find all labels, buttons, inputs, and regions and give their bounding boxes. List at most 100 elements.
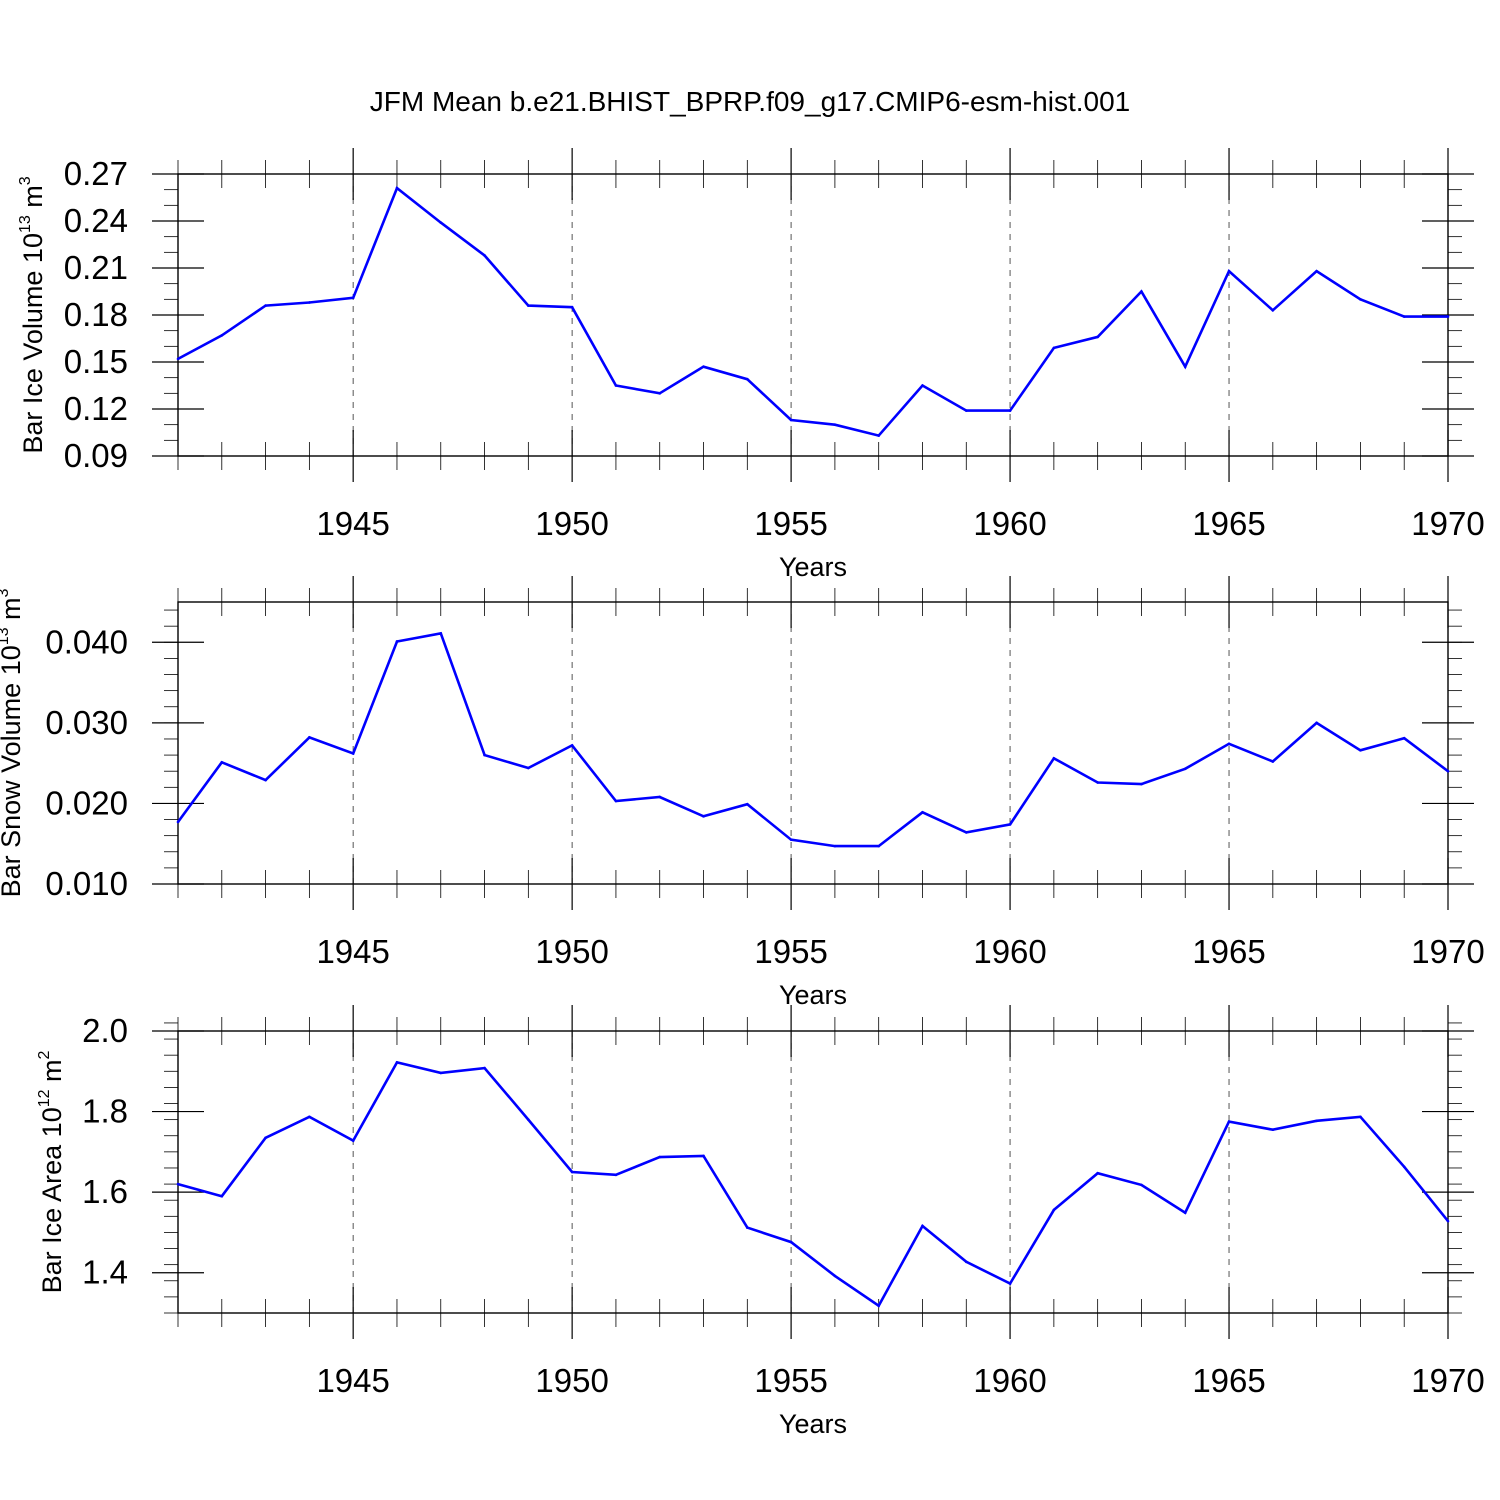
data-point <box>527 766 530 770</box>
data-point <box>789 838 793 841</box>
data-point <box>220 761 224 764</box>
data-point <box>1227 742 1231 746</box>
data-point <box>483 1066 486 1070</box>
y-axis-label-unit: m <box>37 1059 67 1089</box>
y-axis-label-unit-exponent: 3 <box>17 176 34 185</box>
data-point <box>789 418 793 422</box>
data-point <box>746 377 749 381</box>
y-axis-label-main: Bar Snow Volume 10 <box>0 645 26 897</box>
data-point <box>1315 1119 1318 1123</box>
data-point <box>1271 309 1275 312</box>
data-point <box>264 1136 267 1140</box>
data-point <box>308 736 311 739</box>
data-point <box>1271 760 1275 763</box>
data-point <box>658 1155 662 1159</box>
data-point <box>1183 365 1187 369</box>
x-axis-label: Years <box>779 980 847 1010</box>
data-point <box>1446 1219 1450 1223</box>
data-point <box>746 1226 749 1229</box>
x-tick-label: 1960 <box>973 933 1046 970</box>
data-point <box>833 844 837 848</box>
y-tick-label: 0.09 <box>64 437 128 474</box>
x-axis-label: Years <box>779 552 847 582</box>
data-point <box>1096 1171 1099 1175</box>
data-point <box>1446 769 1450 773</box>
data-point <box>1140 290 1143 293</box>
x-tick-label: 1955 <box>754 1362 827 1399</box>
panel-ice-volume: 0.09 0.12 0.15 0.18 0.21 0.24 0.27 1945 1950 1955… <box>17 148 1485 582</box>
panel-snow-volume: 0.010 0.020 0.030 0.040 1945 1950 1955 1960 1965… <box>0 576 1485 1010</box>
data-point <box>1140 1183 1143 1187</box>
data-point <box>702 815 705 818</box>
data-point <box>1359 1115 1362 1119</box>
series-line-ice-area <box>177 1060 1450 1308</box>
figure-title: JFM Mean b.e21.BHIST_BPRP.f09_g17.CMIP6-… <box>370 86 1131 117</box>
y-tick-label: 0.040 <box>45 623 128 660</box>
data-point <box>264 778 267 782</box>
data-point <box>877 1304 880 1308</box>
data-point <box>483 254 486 257</box>
series-line-ice-volume <box>177 186 1448 438</box>
data-point <box>351 1139 355 1142</box>
data-point <box>1096 781 1099 784</box>
x-tick-label: 1960 <box>973 505 1046 542</box>
x-tick-label: 1955 <box>754 505 827 542</box>
y-tick-label: 0.18 <box>64 296 128 333</box>
data-point <box>570 1170 574 1174</box>
data-point <box>614 384 618 387</box>
data-point <box>1359 298 1362 301</box>
x-tick-label: 1945 <box>316 933 389 970</box>
data-point <box>439 1071 443 1075</box>
data-point <box>746 802 749 806</box>
x-tick-label: 1965 <box>1192 505 1265 542</box>
plot-frame <box>177 173 1449 457</box>
y-tick-label: 1.6 <box>82 1173 128 1210</box>
y-tick-label: 0.030 <box>45 704 128 741</box>
y-axis-label-unit-exponent: 3 <box>0 588 12 597</box>
y-tick-label: 0.020 <box>45 784 128 821</box>
data-point <box>527 304 530 307</box>
plot-frame <box>177 1030 1449 1314</box>
data-point <box>395 186 399 190</box>
x-tick-label: 1955 <box>754 933 827 970</box>
data-point <box>921 384 924 387</box>
data-point <box>308 1115 311 1119</box>
data-point <box>176 820 180 824</box>
y-axis-label-main: Bar Ice Volume 10 <box>18 233 48 454</box>
data-point <box>1096 335 1099 339</box>
y-axis-label: Bar Ice Volume 1013 m3 <box>17 176 48 453</box>
data-point <box>1140 782 1143 786</box>
data-point <box>1183 767 1187 771</box>
x-tick-label: 1965 <box>1192 933 1265 970</box>
data-point <box>176 357 180 361</box>
y-tick-label: 0.010 <box>45 865 128 902</box>
data-point <box>877 434 880 437</box>
y-tick-label: 0.15 <box>64 343 128 380</box>
data-point <box>1008 409 1012 412</box>
data-point <box>439 221 443 224</box>
data-point <box>964 409 968 412</box>
data-point <box>658 392 662 395</box>
y-tick-label: 1.8 <box>82 1093 128 1130</box>
data-point <box>395 640 399 643</box>
y-axis-label: Bar Ice Area 1012 m2 <box>36 1050 67 1293</box>
data-point <box>220 1194 224 1198</box>
data-point <box>483 753 486 757</box>
data-point <box>1315 721 1318 725</box>
data-point <box>1008 1282 1012 1285</box>
x-tick-label: 1970 <box>1411 505 1484 542</box>
y-axis-label-unit-exponent: 2 <box>36 1050 53 1059</box>
panel-ice-area: 1.4 1.6 1.8 2.0 1945 1950 1955 1960 1965 1970 Year… <box>36 1005 1485 1439</box>
data-point <box>921 1224 924 1228</box>
data-point <box>1227 269 1231 273</box>
y-axis-label-unit: m <box>18 185 48 215</box>
data-point <box>1446 315 1450 318</box>
data-point <box>264 304 267 307</box>
data-point <box>833 423 837 426</box>
data-point <box>395 1061 399 1064</box>
data-point <box>1271 1128 1275 1131</box>
y-tick-label: 0.27 <box>64 155 128 192</box>
data-point <box>308 301 311 304</box>
data-point <box>351 752 355 755</box>
